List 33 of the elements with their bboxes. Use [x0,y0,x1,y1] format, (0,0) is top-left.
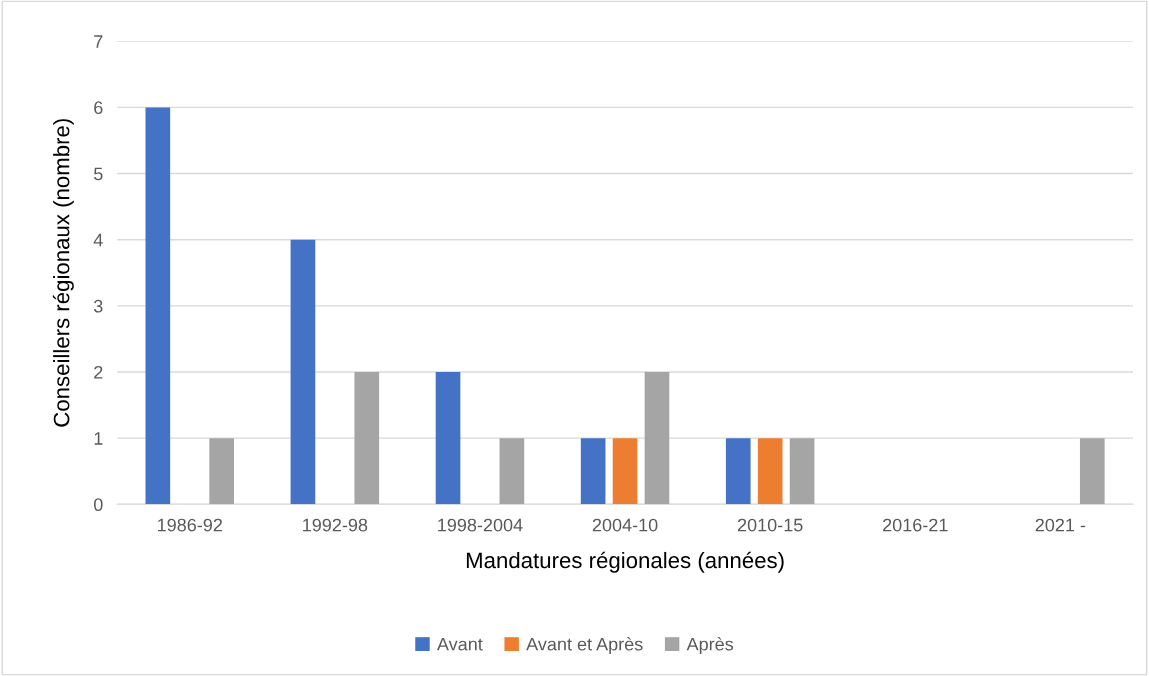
legend-label: Avant et Après [526,637,643,655]
y-tick-label: 3 [93,299,103,313]
legend-label: Avant [436,637,483,651]
bar [580,438,606,505]
y-tick-label: 6 [94,101,103,115]
y-tick-label: 2 [94,365,103,379]
bar [499,438,525,505]
x-tick-label: 1986-92 [158,518,222,532]
x-tick-label: 2016-21 [883,518,948,532]
y-tick-label: 0 [93,498,103,512]
legend-label: Après [686,637,734,655]
bar [145,107,171,505]
bar [612,438,638,505]
y-axis-title: Conseillers régionaux (nombre) [52,119,74,427]
x-tick-label: 2010-15 [737,518,803,532]
x-tick-label: 1992-98 [303,518,368,532]
x-tick-label: 1998-2004 [438,518,523,532]
bar [354,371,380,505]
bar [1079,438,1105,505]
y-tick-label: 7 [94,35,103,48]
bar [725,438,751,505]
bar [209,438,235,505]
bar [644,371,670,505]
x-axis-title: Mandatures régionales (années) [466,551,784,573]
y-tick-label: 1 [94,432,103,445]
y-tick-label: 4 [93,233,103,247]
bar [435,371,461,505]
bar [757,438,783,505]
x-tick-label: 2021 - [1035,518,1086,532]
bar [789,438,815,505]
x-tick-label: 2004-10 [592,518,658,532]
y-tick-label: 5 [93,167,103,181]
bar [290,239,316,505]
